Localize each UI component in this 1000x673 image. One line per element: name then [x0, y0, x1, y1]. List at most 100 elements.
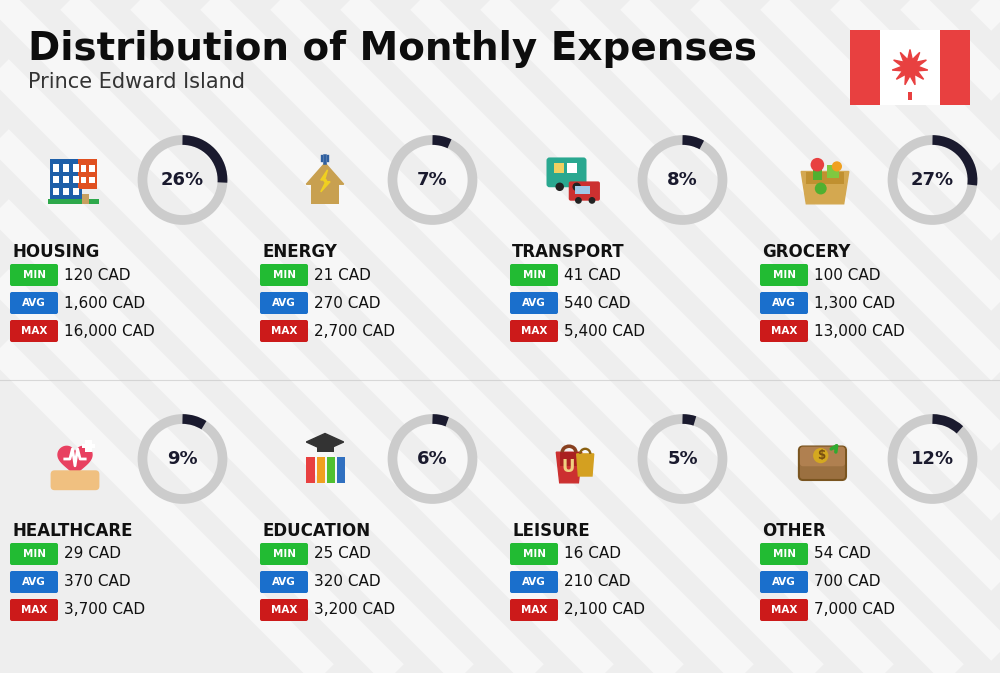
FancyBboxPatch shape — [760, 264, 808, 286]
Text: AVG: AVG — [522, 298, 546, 308]
Bar — [554, 163, 564, 173]
Text: TRANSPORT: TRANSPORT — [512, 243, 625, 261]
Text: MAX: MAX — [271, 326, 297, 336]
Bar — [89, 176, 95, 184]
Bar — [48, 199, 99, 204]
Text: MIN: MIN — [522, 270, 546, 280]
Text: MAX: MAX — [771, 605, 797, 615]
Circle shape — [815, 182, 827, 194]
Bar — [560, 452, 582, 466]
FancyBboxPatch shape — [510, 543, 558, 565]
FancyBboxPatch shape — [10, 320, 58, 342]
Text: OTHER: OTHER — [762, 522, 826, 540]
Text: 370 CAD: 370 CAD — [64, 575, 131, 590]
Bar — [73, 188, 79, 195]
FancyBboxPatch shape — [10, 571, 58, 593]
FancyBboxPatch shape — [510, 599, 558, 621]
Bar — [327, 457, 335, 483]
Text: MAX: MAX — [21, 326, 47, 336]
Text: 3,200 CAD: 3,200 CAD — [314, 602, 395, 618]
Polygon shape — [577, 454, 594, 476]
Bar — [566, 163, 577, 173]
Text: MAX: MAX — [21, 605, 47, 615]
Text: AVG: AVG — [772, 577, 796, 587]
Bar — [827, 165, 839, 178]
Text: 7%: 7% — [417, 171, 448, 189]
Bar — [53, 176, 59, 184]
FancyBboxPatch shape — [260, 292, 308, 314]
FancyBboxPatch shape — [260, 543, 308, 565]
FancyBboxPatch shape — [760, 599, 808, 621]
Bar — [806, 172, 844, 184]
Bar — [78, 159, 97, 188]
Bar — [82, 194, 89, 204]
Text: LEISURE: LEISURE — [512, 522, 590, 540]
Text: 100 CAD: 100 CAD — [814, 267, 881, 283]
Text: AVG: AVG — [272, 577, 296, 587]
Bar — [813, 165, 822, 180]
Text: MIN: MIN — [22, 270, 46, 280]
Bar — [850, 30, 970, 105]
Text: MIN: MIN — [772, 270, 796, 280]
Text: MAX: MAX — [521, 605, 547, 615]
Circle shape — [589, 197, 595, 204]
Circle shape — [811, 158, 824, 172]
Text: 1,300 CAD: 1,300 CAD — [814, 295, 895, 310]
Text: MIN: MIN — [22, 549, 46, 559]
Circle shape — [575, 197, 582, 204]
FancyBboxPatch shape — [760, 292, 808, 314]
Circle shape — [832, 162, 842, 172]
FancyBboxPatch shape — [260, 264, 308, 286]
Bar — [306, 457, 315, 483]
Text: MIN: MIN — [272, 549, 296, 559]
Text: 13,000 CAD: 13,000 CAD — [814, 324, 905, 339]
Text: 29 CAD: 29 CAD — [64, 546, 121, 561]
Polygon shape — [556, 452, 582, 483]
Text: 26%: 26% — [161, 171, 204, 189]
Text: 2,100 CAD: 2,100 CAD — [564, 602, 645, 618]
FancyBboxPatch shape — [569, 182, 600, 201]
Text: 5%: 5% — [667, 450, 698, 468]
Bar — [575, 186, 590, 194]
Text: 7,000 CAD: 7,000 CAD — [814, 602, 895, 618]
Text: 16,000 CAD: 16,000 CAD — [64, 324, 155, 339]
Bar — [81, 165, 86, 172]
Text: HEALTHCARE: HEALTHCARE — [12, 522, 132, 540]
FancyBboxPatch shape — [510, 320, 558, 342]
Text: MAX: MAX — [271, 605, 297, 615]
Bar — [81, 176, 86, 184]
Text: 8%: 8% — [667, 171, 698, 189]
Text: AVG: AVG — [772, 298, 796, 308]
Text: 2,700 CAD: 2,700 CAD — [314, 324, 395, 339]
FancyBboxPatch shape — [510, 571, 558, 593]
Text: 21 CAD: 21 CAD — [314, 267, 371, 283]
Text: AVG: AVG — [272, 298, 296, 308]
Text: MAX: MAX — [521, 326, 547, 336]
FancyBboxPatch shape — [10, 264, 58, 286]
Polygon shape — [321, 170, 330, 192]
Bar — [908, 92, 912, 100]
FancyBboxPatch shape — [260, 320, 308, 342]
Text: 9%: 9% — [167, 450, 198, 468]
FancyBboxPatch shape — [10, 599, 58, 621]
Text: 16 CAD: 16 CAD — [564, 546, 621, 561]
FancyBboxPatch shape — [510, 292, 558, 314]
Text: 700 CAD: 700 CAD — [814, 575, 881, 590]
Text: 27%: 27% — [911, 171, 954, 189]
Text: 270 CAD: 270 CAD — [314, 295, 380, 310]
Text: 6%: 6% — [417, 450, 448, 468]
Circle shape — [555, 182, 564, 191]
FancyBboxPatch shape — [546, 157, 586, 187]
Text: EDUCATION: EDUCATION — [262, 522, 370, 540]
FancyBboxPatch shape — [260, 599, 308, 621]
FancyBboxPatch shape — [760, 543, 808, 565]
Circle shape — [813, 448, 828, 463]
Bar — [316, 440, 334, 452]
FancyBboxPatch shape — [760, 571, 808, 593]
Text: 25 CAD: 25 CAD — [314, 546, 371, 561]
Text: HOUSING: HOUSING — [12, 243, 99, 261]
Text: 3,700 CAD: 3,700 CAD — [64, 602, 145, 618]
Bar — [50, 159, 82, 201]
Text: 120 CAD: 120 CAD — [64, 267, 130, 283]
FancyBboxPatch shape — [800, 447, 845, 466]
